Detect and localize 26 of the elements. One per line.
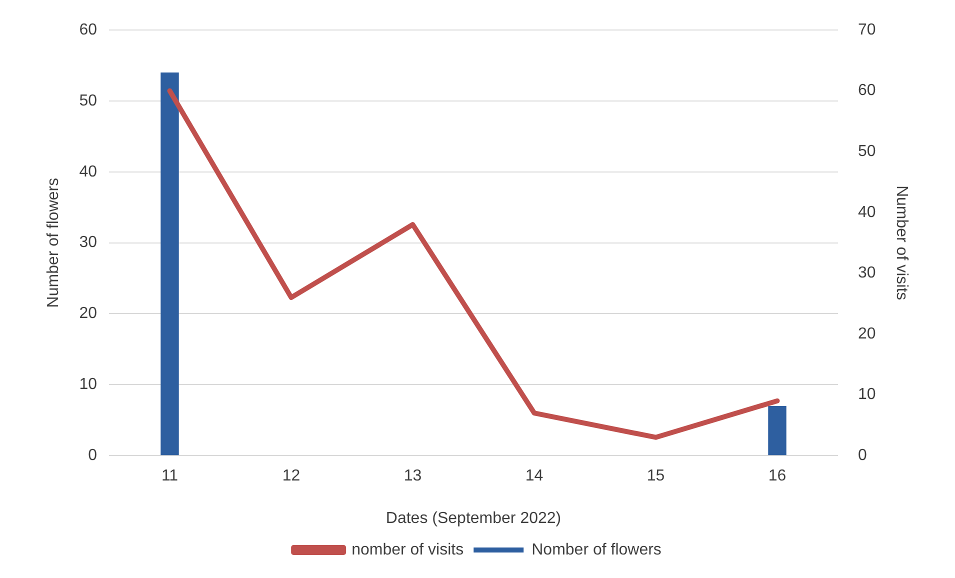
x-tick-label: 15: [646, 468, 665, 485]
x-tick-label: 12: [282, 468, 300, 485]
y-tick-label: 0: [88, 447, 98, 464]
y2-axis-title: Number of visits: [892, 185, 910, 300]
y-tick-label: 50: [79, 92, 98, 110]
legend-label: Nomber of flowers: [532, 541, 662, 558]
y-tick-label: 60: [79, 21, 98, 38]
x-tick-label: 11: [161, 468, 178, 485]
legend-label: nomber of visits: [352, 541, 464, 558]
x-axis-title: Dates (September 2022): [386, 510, 562, 527]
y2-tick-label: 50: [858, 143, 876, 160]
x-tick-label: 14: [525, 468, 544, 485]
y2-tick-label: 70: [858, 21, 876, 38]
y-tick-label: 30: [79, 234, 98, 252]
y2-tick-label: 30: [858, 264, 876, 282]
y2-tick-label: 10: [858, 386, 876, 404]
y-tick-label: 20: [79, 305, 98, 322]
y-axis-title: Number of flowers: [45, 178, 62, 308]
y2-tick-label: 40: [858, 204, 876, 221]
y-tick-label: 10: [79, 376, 98, 394]
y2-tick-label: 20: [858, 325, 876, 342]
x-tick-label: 16: [768, 468, 786, 485]
y2-tick-label: 60: [858, 82, 876, 100]
y2-tick-label: 0: [858, 447, 868, 464]
x-tick-label: 13: [404, 468, 422, 485]
y-tick-label: 40: [79, 163, 98, 180]
